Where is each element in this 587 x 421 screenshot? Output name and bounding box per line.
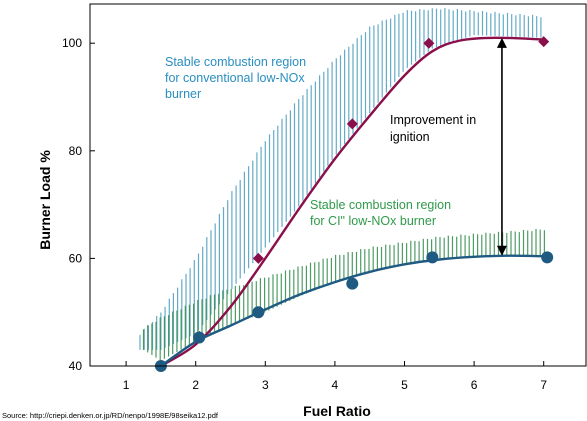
- x-tick-labels: 1 2 3 4 5 6 7: [123, 361, 547, 392]
- plot-frame: [89, 3, 587, 367]
- series-curve-2: [160, 254, 548, 367]
- arrow-head-up: [496, 37, 507, 48]
- series-2-point: [193, 331, 206, 344]
- y-tick-label: 40: [69, 359, 83, 373]
- series-2-point: [541, 251, 554, 264]
- series-1-point: [252, 252, 264, 264]
- series-2-point: [426, 251, 439, 264]
- arrow-head-down: [496, 245, 507, 256]
- series-2-point: [252, 306, 265, 319]
- y-tick-label: 100: [62, 36, 82, 50]
- x-tick-label: 3: [262, 378, 269, 392]
- x-axis-title: Fuel Ratio: [303, 403, 371, 419]
- x-tick-label: 4: [332, 378, 339, 392]
- series-1-point: [538, 36, 550, 48]
- x-tick-label: 6: [471, 378, 478, 392]
- x-tick-label: 1: [123, 378, 130, 392]
- series-curve-1: [160, 36, 544, 368]
- x-tick-label: 2: [192, 378, 199, 392]
- series-2-point: [346, 277, 359, 290]
- stable-regions: [139, 8, 546, 361]
- curves: [160, 36, 548, 368]
- source-note: Source: http://criepi.denken.or.jp/RD/ne…: [2, 411, 219, 420]
- y-axis-title: Burner Load %: [37, 150, 53, 250]
- region-conventional: [139, 8, 542, 350]
- y-tick-label: 60: [69, 251, 83, 265]
- x-tick-label: 7: [540, 378, 547, 392]
- annotation-conventional: Stable combustion region for conventiona…: [165, 55, 310, 101]
- annotation-improvement: Improvement in ignition: [390, 113, 480, 144]
- series-1-point: [346, 118, 358, 130]
- x-tick-label: 5: [401, 378, 408, 392]
- plot-border: [89, 3, 587, 367]
- markers: [154, 36, 554, 372]
- y-tick-label: 80: [69, 144, 83, 158]
- improvement-arrow: [496, 37, 507, 256]
- y-tick-labels: 40 60 80 100: [62, 36, 95, 373]
- series-1-point: [423, 37, 435, 49]
- region-ci: [142, 229, 546, 361]
- annotation-ci: Stable combustion region for CI" low-NOx…: [310, 198, 455, 228]
